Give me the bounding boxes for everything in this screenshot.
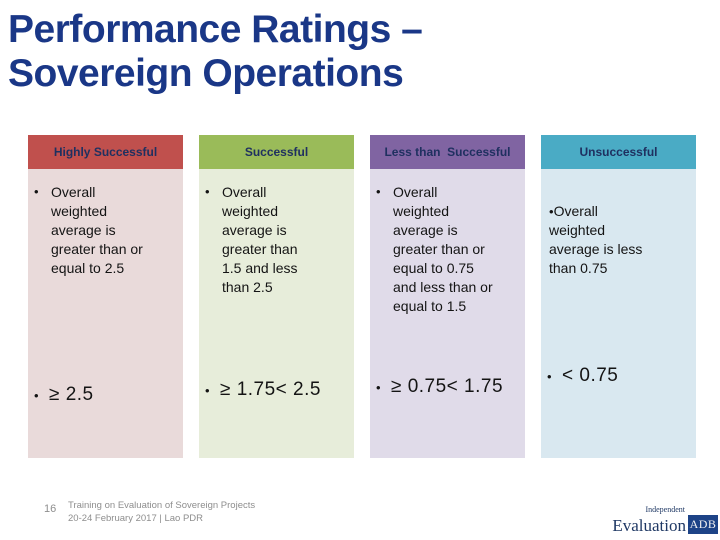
footer-text: Training on Evaluation of Sovereign Proj… <box>68 499 255 525</box>
bullet-icon: • <box>205 184 210 199</box>
column-header: Unsuccessful <box>541 135 696 169</box>
threshold-value: ≥ 0.75< 1.75 <box>391 376 504 397</box>
bullet-icon: • <box>549 204 554 219</box>
footer-line1: Training on Evaluation of Sovereign Proj… <box>68 500 256 511</box>
criteria-item: • Overall weighted average is greater th… <box>199 169 354 297</box>
adb-logo-box: ADB <box>688 515 718 534</box>
column-header: Less than Successful <box>370 135 525 169</box>
logo-evaluation-label: Evaluation <box>612 516 686 535</box>
rating-column-successful: Successful • Overall weighted average is… <box>199 135 354 458</box>
threshold-item: • ≥ 1.75< 2.5 <box>205 379 321 401</box>
threshold-value: ≥ 2.5 <box>49 384 94 405</box>
independent-evaluation-adb-logo: Independent Evaluation ADB <box>590 506 718 534</box>
bullet-icon: • <box>376 380 381 395</box>
bullet-icon: • <box>34 184 39 199</box>
logo-independent-label: Independent <box>645 505 685 514</box>
threshold-item: • < 0.75 <box>547 365 618 387</box>
column-header: Successful <box>199 135 354 169</box>
threshold-item: • ≥ 0.75< 1.75 <box>376 376 503 398</box>
column-body: • Overall weighted average is greater th… <box>370 169 525 458</box>
slide-title-line2: Sovereign Operations <box>8 52 404 95</box>
rating-column-highly-successful: Highly Successful • Overall weighted ave… <box>28 135 183 458</box>
column-body: • Overall weighted average is greater th… <box>28 169 183 458</box>
criteria-item: • Overall weighted average is greater th… <box>370 169 525 316</box>
column-body: • Overall weighted average is greater th… <box>199 169 354 458</box>
column-header: Highly Successful <box>28 135 183 169</box>
threshold-value: < 0.75 <box>562 365 619 386</box>
criteria-text: Overall weighted average is less than 0.… <box>549 203 643 276</box>
slide-title: Performance Ratings – Sovereign Operatio… <box>8 8 608 96</box>
bullet-icon: • <box>547 369 552 384</box>
criteria-text: Overall weighted average is greater than… <box>222 184 298 295</box>
footer-line2: 20-24 February 2017 | Lao PDR <box>68 513 204 524</box>
criteria-text: Overall weighted average is greater than… <box>393 184 493 314</box>
bullet-icon: • <box>34 388 39 403</box>
bullet-icon: • <box>205 383 210 398</box>
bullet-icon: • <box>376 184 381 199</box>
criteria-item: •Overall weighted average is less than 0… <box>541 169 696 278</box>
criteria-item: • Overall weighted average is greater th… <box>28 169 183 278</box>
page-number: 16 <box>44 503 57 515</box>
rating-column-unsuccessful: Unsuccessful •Overall weighted average i… <box>541 135 696 458</box>
criteria-text: Overall weighted average is greater than… <box>51 184 143 276</box>
rating-column-less-than-successful: Less than Successful • Overall weighted … <box>370 135 525 458</box>
slide-title-line1: Performance Ratings – <box>8 8 423 51</box>
column-body: •Overall weighted average is less than 0… <box>541 169 696 458</box>
threshold-item: • ≥ 2.5 <box>34 384 94 406</box>
threshold-value: ≥ 1.75< 2.5 <box>220 379 321 400</box>
